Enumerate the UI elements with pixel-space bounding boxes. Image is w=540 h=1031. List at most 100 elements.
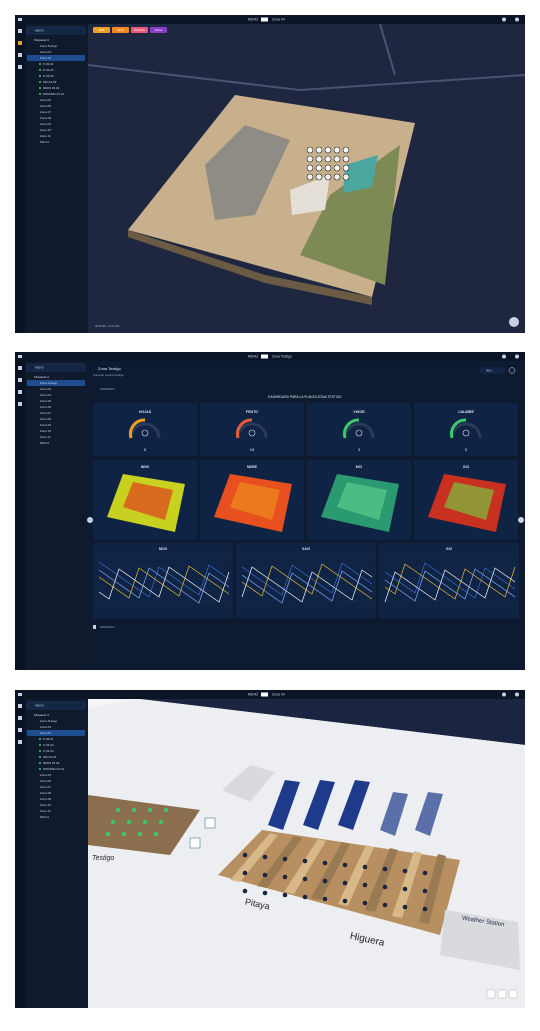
tree-item[interactable]: Zona 08 bbox=[40, 116, 51, 120]
tree-item[interactable]: Zona Testigo bbox=[40, 719, 57, 723]
tree-item[interactable]: Zona 06 bbox=[40, 779, 51, 783]
sensor[interactable] bbox=[422, 870, 428, 876]
tree-item[interactable]: Zona 07 bbox=[40, 110, 51, 114]
sensor-pin[interactable] bbox=[333, 155, 341, 163]
sensor-pin[interactable] bbox=[342, 155, 350, 163]
user-icon[interactable] bbox=[502, 17, 506, 22]
info-icon[interactable] bbox=[515, 354, 519, 359]
sensor-item[interactable]: P-03-01 bbox=[43, 737, 54, 741]
sensor-pin[interactable] bbox=[333, 164, 341, 172]
tree-item[interactable]: Zona Testigo bbox=[40, 44, 57, 48]
sensor-pin[interactable] bbox=[315, 164, 323, 172]
tree-item[interactable]: Zona 04 bbox=[40, 393, 51, 397]
sensor-pin[interactable] bbox=[324, 155, 332, 163]
sensor[interactable] bbox=[322, 878, 328, 884]
sensor[interactable] bbox=[302, 876, 308, 882]
tree-item[interactable]: Zona 04 bbox=[40, 731, 51, 735]
search-box[interactable] bbox=[26, 363, 86, 372]
sensor[interactable] bbox=[422, 906, 428, 912]
sensor-pin[interactable] bbox=[315, 155, 323, 163]
nav-icon[interactable] bbox=[18, 378, 22, 382]
sensor-item[interactable]: MD-03-03 bbox=[43, 80, 57, 84]
sensor-pin[interactable] bbox=[315, 146, 323, 154]
sensor[interactable] bbox=[322, 896, 328, 902]
sensor-pin[interactable] bbox=[315, 173, 323, 181]
info-icon[interactable] bbox=[515, 692, 519, 697]
compass[interactable] bbox=[509, 317, 519, 327]
tree-item[interactable]: Zona 07 bbox=[40, 785, 51, 789]
sensor[interactable] bbox=[322, 860, 328, 866]
sensor-pin[interactable] bbox=[342, 164, 350, 172]
view-button[interactable] bbox=[486, 989, 496, 999]
nav-icon[interactable] bbox=[18, 53, 22, 57]
tree-item[interactable]: Zona 10 bbox=[40, 429, 51, 433]
sensor-item[interactable]: MD03MD 03 03 bbox=[43, 767, 64, 771]
menu-icon[interactable] bbox=[18, 693, 22, 696]
sensor[interactable] bbox=[422, 888, 428, 894]
tree-item[interactable]: Zona 05 bbox=[40, 773, 51, 777]
sensor[interactable] bbox=[382, 902, 388, 908]
sensor[interactable] bbox=[342, 862, 348, 868]
nav-icon[interactable] bbox=[18, 402, 22, 406]
sensor-item[interactable]: P-03-02 bbox=[43, 743, 54, 747]
view-button[interactable] bbox=[508, 989, 518, 999]
sensor-pin[interactable] bbox=[306, 146, 314, 154]
tree-item[interactable]: Zona 06 bbox=[40, 104, 51, 108]
info-icon[interactable] bbox=[515, 17, 519, 22]
nav-icon[interactable] bbox=[18, 390, 22, 394]
sensor[interactable] bbox=[302, 894, 308, 900]
nav-icon[interactable] bbox=[18, 740, 22, 744]
tree-item[interactable]: Zona 07 bbox=[40, 411, 51, 415]
sensor-pin[interactable] bbox=[306, 155, 314, 163]
sensor-item[interactable]: MD-03-03 bbox=[43, 755, 57, 759]
sensor[interactable] bbox=[402, 886, 408, 892]
sensor[interactable] bbox=[382, 866, 388, 872]
sensor-item[interactable]: P-03-02 bbox=[43, 68, 54, 72]
tree-item[interactable]: Zona 09 bbox=[40, 122, 51, 126]
nav-icon[interactable] bbox=[18, 65, 22, 69]
sensor[interactable] bbox=[362, 882, 368, 888]
sensor[interactable] bbox=[262, 890, 268, 896]
sensor[interactable] bbox=[362, 900, 368, 906]
sensor[interactable] bbox=[382, 884, 388, 890]
layer-button[interactable] bbox=[93, 27, 110, 33]
user-icon[interactable] bbox=[502, 692, 506, 697]
gateway[interactable] bbox=[204, 817, 216, 829]
menu-icon[interactable] bbox=[18, 355, 22, 358]
nav-icon[interactable] bbox=[18, 366, 22, 370]
nav-icon[interactable] bbox=[18, 704, 22, 708]
sensor-item[interactable]: MD03MD 03 03 bbox=[43, 92, 64, 96]
sensor-pin[interactable] bbox=[306, 164, 314, 172]
sensor[interactable] bbox=[282, 874, 288, 880]
sensor-item[interactable]: P-03-03 bbox=[43, 749, 54, 753]
time-select[interactable] bbox=[480, 367, 505, 374]
sensor[interactable] bbox=[282, 856, 288, 862]
sensor-pin[interactable] bbox=[324, 164, 332, 172]
sensor[interactable] bbox=[262, 854, 268, 860]
tree-item[interactable]: MD-01 bbox=[40, 140, 49, 144]
tree-item[interactable]: Zona 05 bbox=[40, 399, 51, 403]
refresh[interactable] bbox=[508, 367, 516, 374]
sensor[interactable] bbox=[302, 858, 308, 864]
tree-item[interactable]: Zona 08 bbox=[40, 791, 51, 795]
search-box[interactable] bbox=[26, 701, 86, 710]
sensor[interactable] bbox=[282, 892, 288, 898]
tree-item[interactable]: Zona 10 bbox=[40, 803, 51, 807]
tree-item[interactable]: Zona 03 bbox=[40, 725, 51, 729]
nav-icon[interactable] bbox=[18, 29, 22, 33]
sensor[interactable] bbox=[242, 888, 248, 894]
next-arrow[interactable] bbox=[518, 517, 524, 523]
tree-item[interactable]: Zona 05 bbox=[40, 98, 51, 102]
nav-icon[interactable] bbox=[18, 716, 22, 720]
nav-icon[interactable] bbox=[18, 728, 22, 732]
sensor-pin[interactable] bbox=[324, 146, 332, 154]
tree-item[interactable]: Zona 11 bbox=[40, 435, 51, 439]
sensor[interactable] bbox=[342, 880, 348, 886]
sensor-pin[interactable] bbox=[324, 173, 332, 181]
nav-icon[interactable] bbox=[18, 41, 22, 45]
sensor-pin[interactable] bbox=[306, 173, 314, 181]
sensor-pin[interactable] bbox=[342, 173, 350, 181]
sensor[interactable] bbox=[342, 898, 348, 904]
sensor[interactable] bbox=[362, 864, 368, 870]
sensor[interactable] bbox=[402, 868, 408, 874]
